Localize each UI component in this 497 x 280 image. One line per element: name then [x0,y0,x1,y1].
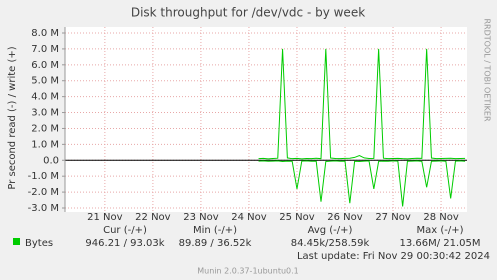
stats-header: Min (-/+) [193,225,237,236]
y-tick-label: 8.0 M [31,28,59,39]
chart-title: Disk throughput for /dev/vdc - by week [131,6,365,20]
y-tick-label: 1.0 M [31,139,59,150]
stats-header: Cur (-/+) [103,225,147,236]
x-tick-label: 23 Nov [183,212,219,223]
y-tick-label: 5.0 M [31,76,59,87]
y-tick-label: 6.0 M [31,60,59,71]
y-axis-label: Pr second read (-) / write (+) [7,46,18,189]
data-line [258,48,466,160]
x-tick-label: 21 Nov [87,212,123,223]
y-tick-label: 7.0 M [31,44,59,55]
data-line [258,160,466,207]
legend-entry: Bytes [25,238,53,249]
stats-header: Max (-/+) [416,225,463,236]
y-tick-label: -2.0 M [28,187,59,198]
side-label: RRDTOOL / TOBI OETIKER [483,18,492,121]
plot-area [65,27,467,212]
x-tick-label: 28 Nov [423,212,459,223]
y-tick-label: 2.0 M [31,123,59,134]
y-tick-label: -1.0 M [28,171,59,182]
stats-header: Avg (-/+) [308,225,353,236]
x-tick-label: 22 Nov [135,212,171,223]
y-tick-label: 4.0 M [31,92,59,103]
stats-value: 946.21 / 93.03k [85,238,164,249]
x-tick-label: 25 Nov [279,212,315,223]
x-tick-label: 27 Nov [375,212,411,223]
last-update: Last update: Fri Nov 29 00:30:42 2024 [297,251,490,262]
y-tick-label: -3.0 M [28,203,59,214]
legend-swatch [13,238,20,245]
stats-value: 84.45k/258.59k [291,238,370,249]
x-tick-label: 26 Nov [327,212,363,223]
x-tick-label: 24 Nov [231,212,267,223]
y-tick-label: 3.0 M [31,108,59,119]
stats-value: 13.66M/ 21.05M [399,238,480,249]
stats-value: 89.89 / 36.52k [179,238,252,249]
footer: Munin 2.0.37-1ubuntu0.1 [197,267,299,276]
y-tick-label: 0.0 [43,155,59,166]
